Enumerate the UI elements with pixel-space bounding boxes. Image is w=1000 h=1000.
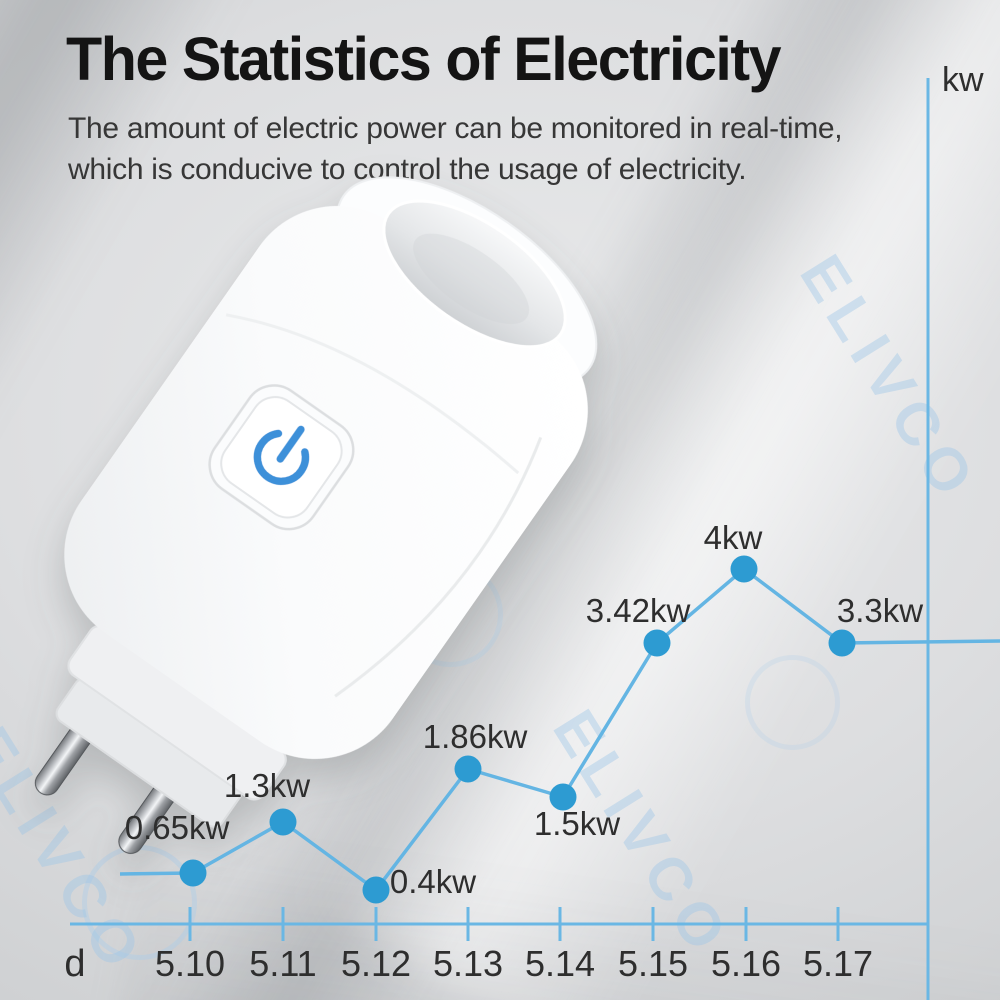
x-axis-tick-label: 5.15 [618,943,688,984]
data-point-5.11 [269,808,297,836]
x-axis-tick-label: 5.12 [341,943,411,984]
data-point-label: 4kw [704,519,763,556]
data-point-5.15 [643,629,671,657]
x-axis-tick-label: 5.17 [803,943,873,984]
x-axis-tick-label: 5.11 [249,943,316,984]
header: The Statistics of Electricity The amount… [66,24,843,190]
data-point-label: 3.3kw [837,592,923,629]
socket-hole [413,233,530,325]
x-axis-tick-label: 5.14 [525,943,595,984]
power-icon [253,425,310,486]
body-seam [225,313,520,475]
y-axis-unit-label: kw [942,61,984,99]
data-point-5.10 [179,859,207,887]
data-point-5.16 [730,555,758,583]
x-axis-unit-label: d [64,943,85,985]
data-point-label: 1.86kw [423,718,528,755]
x-axis-tick-label: 5.13 [433,943,503,984]
x-axis-tick-label: 5.16 [711,943,781,984]
data-point-label: 1.3kw [224,767,310,804]
data-point-5.17 [828,629,856,657]
page-title: The Statistics of Electricity [66,25,782,93]
power-usage-line [119,567,1000,892]
x-axis-tick-label: 5.10 [155,943,225,984]
data-point-label: 0.65kw [125,809,230,846]
data-point-5.14 [549,783,577,811]
data-point-label: 1.5kw [534,805,620,842]
data-point-label: 0.4kw [390,863,476,900]
subtitle-line-1: The amount of electric power can be moni… [68,112,843,145]
body-seam [334,436,543,698]
data-point-5.13 [454,755,482,783]
data-point-5.12 [362,876,390,904]
data-point-label: 3.42kw [586,592,691,629]
